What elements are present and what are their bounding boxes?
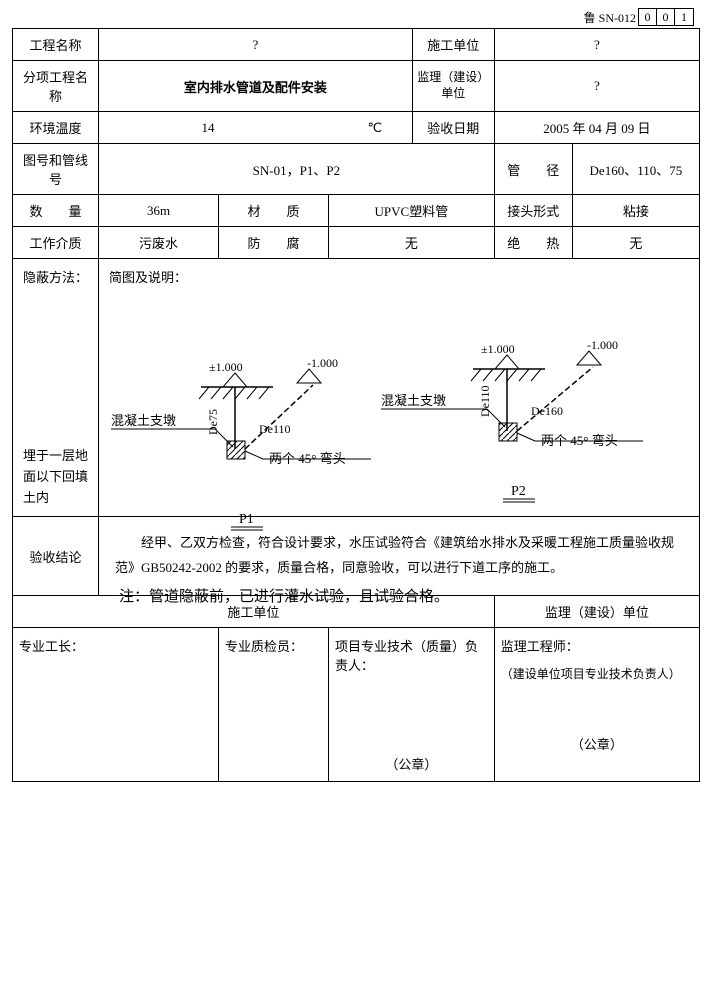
diagram-row: 隐蔽方法： 埋于一层地面以下回填土内 简图及说明： ±1.000 <box>13 259 700 517</box>
sig-supervision-unit: 监理（建设）单位 <box>494 595 699 627</box>
drawing-no-label: 图号和管线号 <box>13 144 99 195</box>
foreman-cell: 专业工长： <box>13 627 219 781</box>
p1-elev1: ±1.000 <box>209 360 243 374</box>
diagram-cell: 简图及说明： ±1.000 <box>99 259 700 517</box>
table-row: 工作介质 污废水 防 腐 无 绝 热 无 <box>13 227 700 259</box>
form-code-prefix: 鲁 SN-012 <box>584 9 636 26</box>
quantity-label: 数 量 <box>13 195 99 227</box>
joint-value: 粘接 <box>572 195 699 227</box>
drawing-no-value: SN-01，P1、P2 <box>99 144 495 195</box>
code-box: 0 <box>657 9 675 25</box>
env-temp-unit: ℃ <box>303 120 394 136</box>
project-name-label: 工程名称 <box>13 29 99 61</box>
qc-cell: 专业质检员： <box>219 627 329 781</box>
table-row: 工程名称 ? 施工单位 ? <box>13 29 700 61</box>
medium-label: 工作介质 <box>13 227 99 259</box>
table-row: 分项工程名称 室内排水管道及配件安装 监理（建设）单位 ? <box>13 61 700 112</box>
supervisor-cell: 监理工程师： （建设单位项目专业技术负责人） （公章） <box>494 627 699 781</box>
env-temp-cell: 14 ℃ <box>99 112 413 144</box>
p2-elev1: ±1.000 <box>481 342 515 356</box>
qc-label: 专业质检员： <box>225 639 303 654</box>
insulation-label: 绝 热 <box>494 227 572 259</box>
foreman-label: 专业工长： <box>19 639 84 654</box>
insulation-value: 无 <box>572 227 699 259</box>
medium-value: 污废水 <box>99 227 219 259</box>
p1-label: P1 <box>239 512 254 527</box>
pipe-dia-value: De160、110、75 <box>572 144 699 195</box>
p2-pier: 混凝土支墩 <box>381 393 446 408</box>
accept-date-value: 2005 年 04 月 09 日 <box>494 112 699 144</box>
main-table: 工程名称 ? 施工单位 ? 分项工程名称 室内排水管道及配件安装 监理（建设）单… <box>12 28 700 782</box>
conclusion-label: 验收结论 <box>13 517 99 595</box>
construction-unit-label: 施工单位 <box>412 29 494 61</box>
p2-label: P2 <box>511 484 526 499</box>
conceal-method-label: 隐蔽方法： <box>23 267 88 286</box>
signature-body-row: 专业工长： 专业质检员： 项目专业技术（质量）负责人： （公章） 监理工程师： … <box>13 627 700 781</box>
anticorrosion-label: 防 腐 <box>219 227 329 259</box>
anticorrosion-value: 无 <box>329 227 495 259</box>
sub-project-value: 室内排水管道及配件安装 <box>99 61 413 112</box>
supervision-label: 监理（建设）单位 <box>412 61 494 112</box>
accept-date-label: 验收日期 <box>412 112 494 144</box>
concealment-diagram: ±1.000 -1.000 <box>99 259 689 559</box>
conceal-method-text: 埋于一层地面以下回填土内 <box>23 446 88 508</box>
form-code-boxes: 0 0 1 <box>638 8 694 26</box>
joint-label: 接头形式 <box>494 195 572 227</box>
supervision-value: ? <box>494 61 699 112</box>
diagram-note: 注：管道隐蔽前，已进行灌水试验，且试验合格。 <box>119 585 449 606</box>
pipe-dia-label: 管 径 <box>494 144 572 195</box>
construction-unit-value: ? <box>494 29 699 61</box>
material-value: UPVC塑料管 <box>329 195 495 227</box>
seal-label: （公章） <box>335 754 488 773</box>
tech-lead-label: 项目专业技术（质量）负责人： <box>335 636 488 674</box>
form-code: 鲁 SN-012 0 0 1 <box>584 8 694 26</box>
table-row: 图号和管线号 SN-01，P1、P2 管 径 De160、110、75 <box>13 144 700 195</box>
conceal-method-cell: 隐蔽方法： 埋于一层地面以下回填土内 <box>13 259 99 517</box>
p2-elev2: -1.000 <box>587 338 618 352</box>
p1-elev2: -1.000 <box>307 356 338 370</box>
quantity-value: 36m <box>99 195 219 227</box>
code-box: 1 <box>675 9 693 25</box>
table-row: 数 量 36m 材 质 UPVC塑料管 接头形式 粘接 <box>13 195 700 227</box>
p1-pipe-d: De110 <box>259 422 291 436</box>
owner-tech-label: （建设单位项目专业技术负责人） <box>501 665 693 682</box>
material-label: 材 质 <box>219 195 329 227</box>
p1-pier: 混凝土支墩 <box>111 413 176 428</box>
p2-pipe-d: De160 <box>531 404 563 418</box>
table-row: 环境温度 14 ℃ 验收日期 2005 年 04 月 09 日 <box>13 112 700 144</box>
code-box: 0 <box>639 9 657 25</box>
sub-project-label: 分项工程名称 <box>13 61 99 112</box>
seal-label-2: （公章） <box>501 734 693 753</box>
tech-lead-cell: 项目专业技术（质量）负责人： （公章） <box>329 627 495 781</box>
p1-pipe-v: De75 <box>206 409 220 435</box>
project-name-value: ? <box>99 29 413 61</box>
env-temp-value: 14 <box>117 120 300 136</box>
env-temp-label: 环境温度 <box>13 112 99 144</box>
supervisor-label: 监理工程师： <box>501 636 693 655</box>
